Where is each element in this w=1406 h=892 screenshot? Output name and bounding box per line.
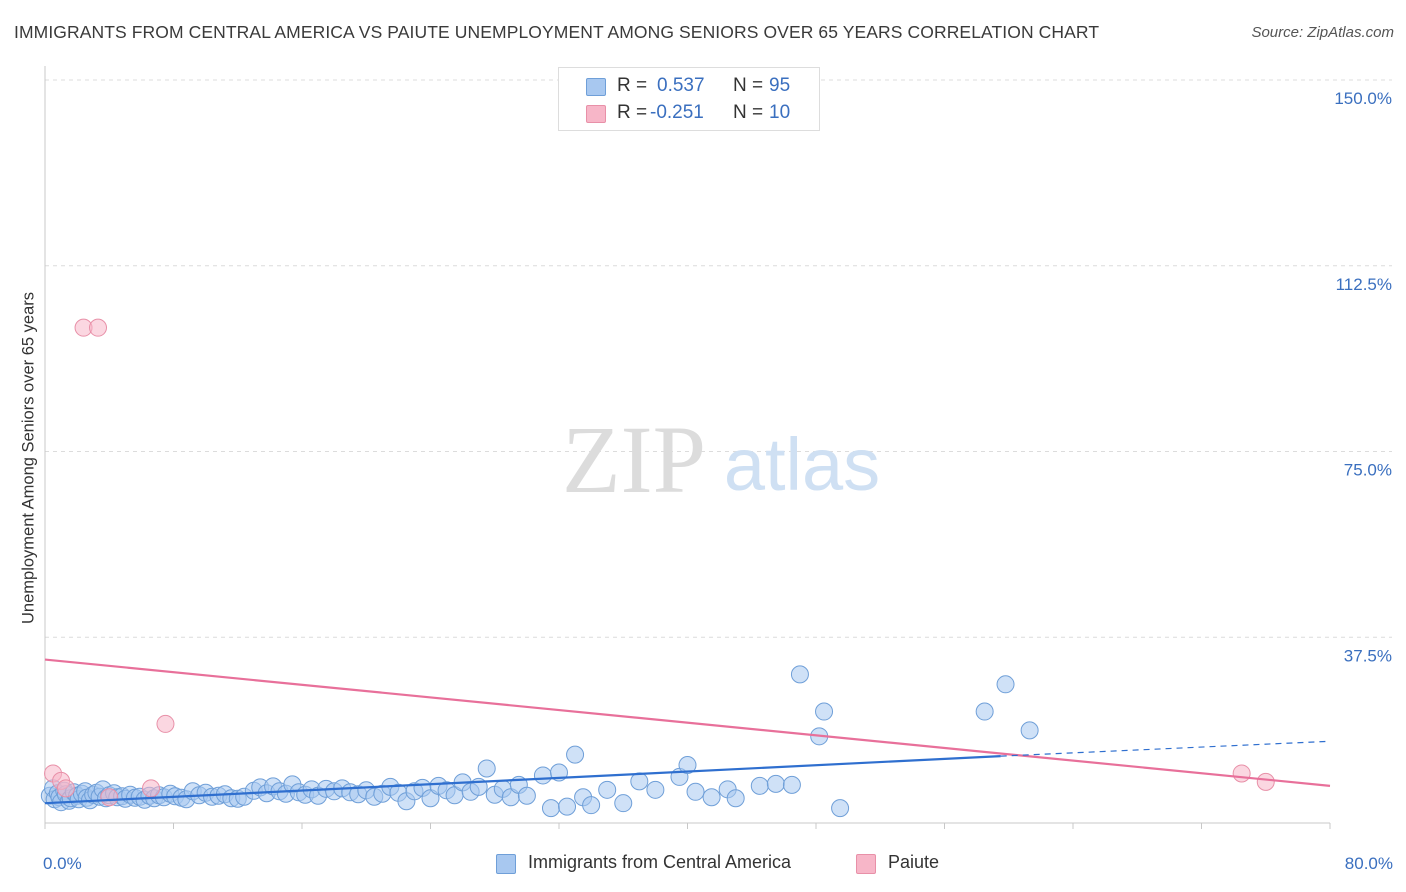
paiute-point [1232, 764, 1251, 783]
immigrants-point [726, 789, 745, 808]
immigrants-point [541, 799, 560, 818]
immigrants-point [558, 797, 577, 816]
paiute-point [156, 714, 175, 733]
immigrants-point [750, 776, 769, 795]
immigrants-point [975, 702, 994, 721]
immigrants-trend-extension [1000, 740, 1331, 757]
axes [44, 66, 1331, 829]
immigrants-point [582, 796, 601, 815]
trend-lines [44, 658, 1331, 805]
watermark: ZIP atlas [562, 406, 880, 513]
legend-r-label: R = [617, 75, 648, 96]
immigrants-point [782, 775, 801, 794]
watermark-atlas: atlas [724, 423, 880, 506]
legend-n-label: N = [733, 102, 764, 123]
bottom-legend-swatch-paiute [856, 854, 876, 874]
immigrants-point [831, 799, 850, 818]
legend-n-value: 10 [769, 102, 791, 123]
bottom-legend-label: Immigrants from Central America [528, 852, 792, 872]
legend-swatch-paiute [586, 105, 606, 123]
y-tick-label: 150.0% [1334, 89, 1392, 108]
chart-source: Source: ZipAtlas.com [1251, 24, 1394, 41]
immigrants-point [646, 780, 665, 799]
legend-r-label: R = [617, 102, 648, 123]
immigrants-point [702, 788, 721, 807]
x-tick-label: 0.0% [43, 854, 82, 873]
immigrants-point [1020, 721, 1039, 740]
legend-r-value: -0.251 [650, 102, 704, 123]
paiute-point [89, 318, 108, 337]
bottom-legend-swatch-immigrants [496, 854, 516, 874]
y-axis-label: Unemployment Among Seniors over 65 years [19, 292, 38, 624]
legend-n-label: N = [733, 75, 764, 96]
y-tick-label: 37.5% [1344, 646, 1392, 665]
correlation-legend: R = 0.537 N = 95 R = -0.251 N = 10 [558, 67, 820, 131]
immigrants-point [996, 675, 1015, 694]
immigrants-point [630, 772, 649, 791]
x-tick-label: 80.0% [1345, 854, 1393, 873]
tick-labels: 37.5% 75.0% 112.5% 150.0% 0.0% 80.0% [43, 89, 1393, 873]
legend-n-value: 95 [769, 75, 791, 96]
immigrants-point [614, 794, 633, 813]
immigrants-point [678, 756, 697, 775]
immigrants-point [686, 782, 705, 801]
y-tick-label: 112.5% [1336, 275, 1392, 294]
immigrants-trend-line [44, 755, 1001, 805]
series-immigrants-points [40, 665, 1039, 818]
paiute-point [142, 779, 161, 798]
immigrants-point [566, 745, 585, 764]
immigrants-point [766, 774, 785, 793]
immigrants-point [517, 786, 536, 805]
series-paiute-points [44, 318, 1275, 807]
chart-title: IMMIGRANTS FROM CENTRAL AMERICA VS PAIUT… [14, 22, 1100, 42]
immigrants-point [533, 766, 552, 785]
gridlines [45, 79, 1392, 638]
immigrants-point [815, 702, 834, 721]
immigrants-point [598, 780, 617, 799]
bottom-legend-label: Paiute [888, 852, 940, 872]
legend-swatch-immigrants [586, 78, 606, 96]
y-tick-label: 75.0% [1344, 461, 1392, 480]
immigrants-point [477, 759, 496, 778]
paiute-trend-line [44, 658, 1331, 787]
watermark-zip: ZIP [562, 406, 706, 513]
paiute-point [100, 788, 119, 807]
legend-r-value: 0.537 [657, 75, 705, 96]
paiute-point [56, 779, 75, 798]
immigrants-point [790, 665, 809, 684]
paiute-point [1256, 772, 1275, 791]
